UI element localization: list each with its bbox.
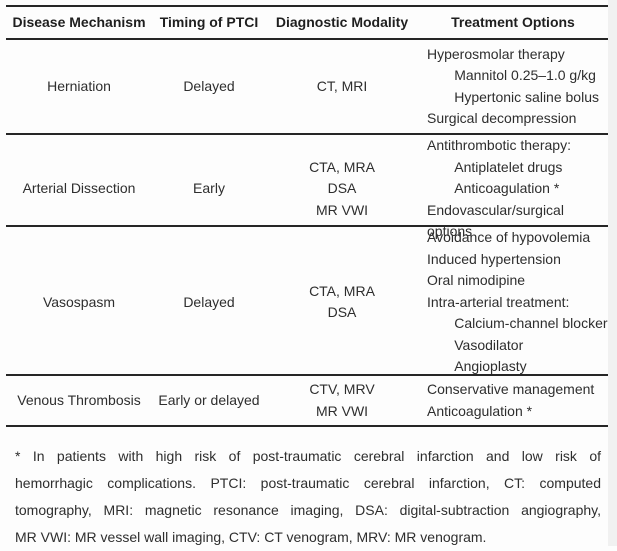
- treatment-cell: Hyperosmolar therapy Mannitol 0.25–1.0 g…: [427, 45, 599, 127]
- column-header-timing-of-ptci: Timing of PTCI: [159, 13, 259, 30]
- treatment-cell: Conservative management Anticoagulation …: [427, 381, 595, 419]
- timing-cell: Delayed: [183, 77, 235, 94]
- column-header-diagnostic-modality: Diagnostic Modality: [275, 13, 409, 30]
- mechanism-cell: Herniation: [47, 77, 111, 94]
- modality-cell: CTV, MRV MR VWI: [309, 381, 375, 419]
- mechanism-cell: Vasospasm: [42, 293, 116, 310]
- modality-cell: CT, MRI: [316, 77, 368, 94]
- footnote-line: tomography, MRI: magnetic resonance imag…: [15, 502, 601, 518]
- table-row-venous-thrombosis: Venous Thrombosis Early or delayed CTV, …: [6, 376, 608, 427]
- modality-cell: CTA, MRA DSA: [309, 282, 375, 321]
- footnote-line: MR VWI: MR vessel wall imaging, CTV: CT …: [15, 529, 487, 545]
- mechanism-cell: Arterial Dissection: [22, 180, 136, 196]
- timing-cell: Delayed: [183, 293, 235, 310]
- column-header-disease-mechanism: Disease Mechanism: [12, 13, 146, 30]
- footnote-line: hemorrhagic complications. PTCI: post-tr…: [15, 475, 601, 491]
- mechanism-cell: Venous Thrombosis: [17, 391, 141, 408]
- footnote-line: * In patients with high risk of post-tra…: [15, 448, 601, 464]
- page-edge-strip: [608, 0, 617, 546]
- treatment-cell: Antithrombotic therapy: Antiplatelet dru…: [427, 137, 571, 239]
- timing-cell: Early or delayed: [158, 391, 260, 408]
- table-row-arterial-dissection: Arterial Dissection Early CTA, MRA DSA M…: [6, 135, 608, 239]
- table-header-row: Disease Mechanism Timing of PTCI Diagnos…: [6, 7, 608, 40]
- table-row-vasospasm: Vasospasm Delayed CTA, MRA DSA Avoidance…: [6, 227, 608, 376]
- ptci-management-table: Disease Mechanism Timing of PTCI Diagnos…: [6, 5, 608, 427]
- table-footnote: * In patients with high risk of post-tra…: [15, 443, 601, 551]
- column-header-treatment-options: Treatment Options: [451, 13, 575, 30]
- table-row-herniation: Herniation Delayed CT, MRI Hyperosmolar …: [6, 40, 608, 135]
- timing-cell: Early: [193, 180, 225, 196]
- modality-cell: CTA, MRA DSA MR VWI: [309, 158, 375, 218]
- treatment-cell: Avoidance of hypovolemia Induced hyperte…: [427, 229, 608, 374]
